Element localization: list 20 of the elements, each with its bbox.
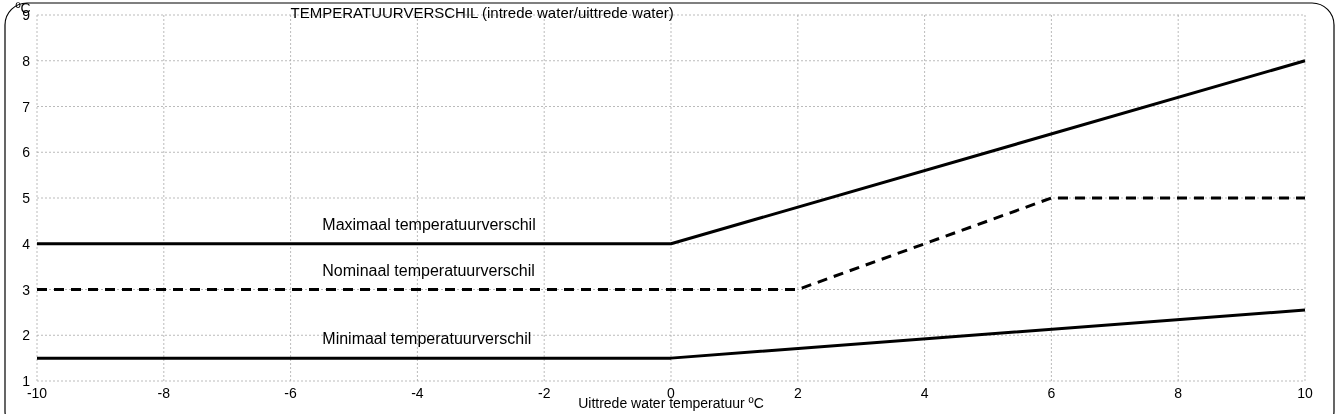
series-label: Nominaal temperatuurverschil bbox=[322, 261, 535, 279]
x-tick-label: 10 bbox=[1297, 385, 1313, 401]
x-tick-label: 4 bbox=[920, 385, 929, 401]
y-tick-label: 4 bbox=[22, 235, 31, 252]
x-tick-label: -8 bbox=[157, 385, 171, 401]
y-tick-label: 8 bbox=[22, 52, 31, 69]
x-tick-label: -4 bbox=[411, 385, 424, 401]
y-tick-label: 5 bbox=[22, 190, 31, 206]
series-label: Maximaal temperatuurverschil bbox=[322, 216, 536, 234]
y-tick-label: 6 bbox=[22, 144, 31, 161]
x-tick-label: -2 bbox=[537, 385, 551, 401]
x-tick-label: 2 bbox=[793, 385, 802, 401]
y-tick-label: 3 bbox=[22, 281, 31, 298]
x-tick-label: 6 bbox=[1047, 385, 1056, 401]
chart-title: TEMPERATUURVERSCHIL (intrede water/uittrede water) bbox=[290, 4, 674, 21]
series-label: Minimaal temperatuurverschil bbox=[322, 330, 532, 348]
y-tick-label: 2 bbox=[22, 327, 31, 344]
x-tick-label: -6 bbox=[284, 385, 298, 401]
y-tick-label: 7 bbox=[22, 98, 31, 115]
x-tick-label: 8 bbox=[1174, 385, 1183, 401]
